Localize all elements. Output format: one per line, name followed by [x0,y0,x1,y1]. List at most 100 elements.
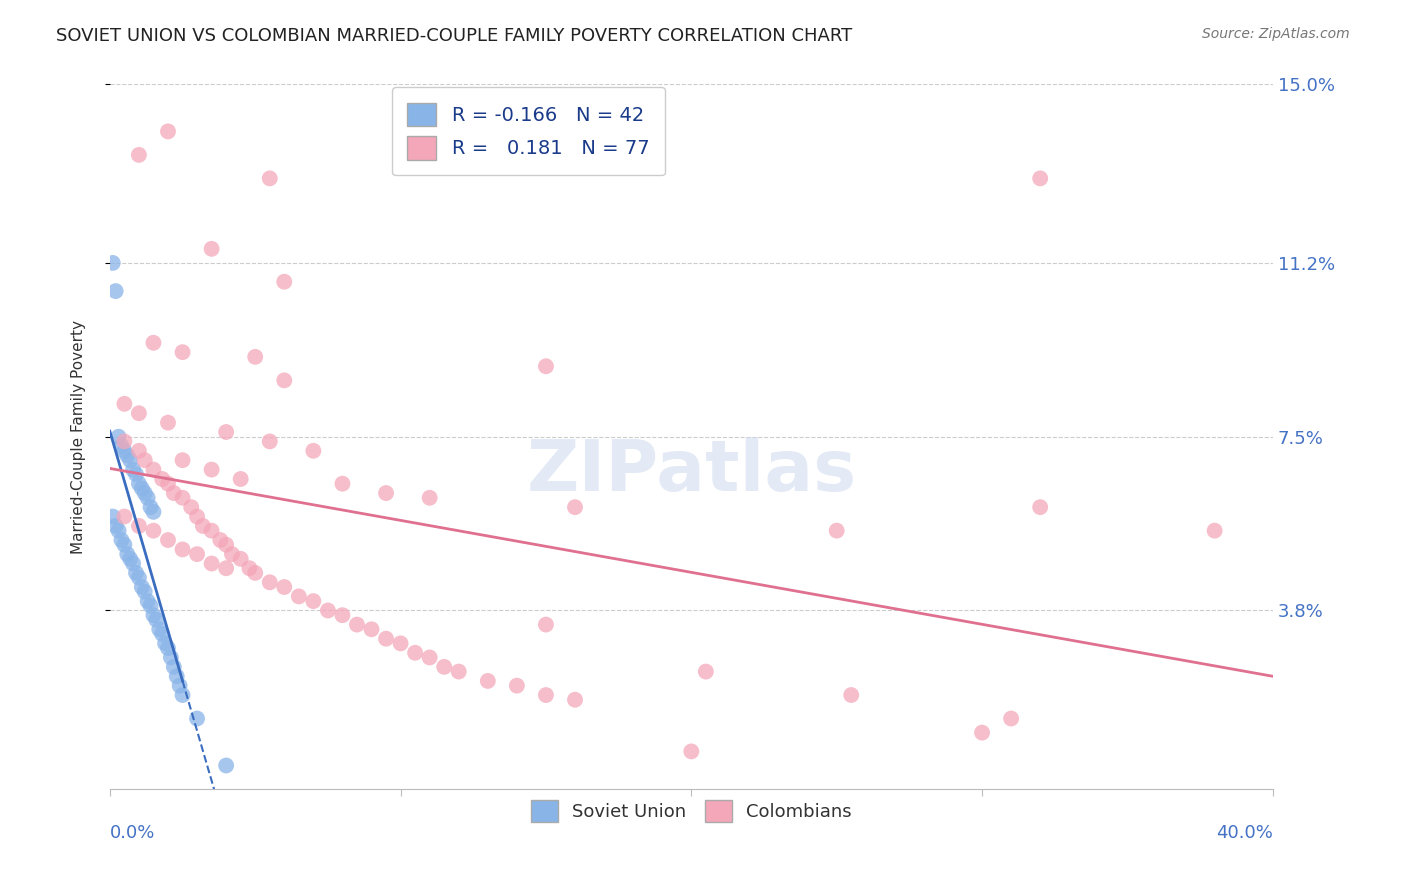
Point [117,547,139,561]
Point [419,491,441,505]
Point [288,590,311,604]
Legend: Soviet Union, Colombians: Soviet Union, Colombians [523,793,859,830]
Point [112,434,135,449]
Point [136,491,159,505]
Point [221,547,243,561]
Point [112,538,135,552]
Point [332,476,354,491]
Point [139,500,162,515]
Point [238,561,260,575]
Point [142,608,165,623]
Point [201,242,224,256]
Point [131,580,153,594]
Text: ZIPatlas: ZIPatlas [526,437,856,507]
Point [209,533,232,547]
Point [404,646,426,660]
Point [139,599,162,613]
Point [1000,712,1022,726]
Point [186,547,208,561]
Point [564,692,586,706]
Point [101,256,124,270]
Point [191,519,214,533]
Point [156,533,179,547]
Text: 0.0%: 0.0% [110,824,155,842]
Point [477,673,499,688]
Point [564,500,586,515]
Point [128,571,150,585]
Point [120,453,142,467]
Point [153,636,176,650]
Point [125,467,148,482]
Point [150,627,173,641]
Point [332,608,354,623]
Point [273,580,295,594]
Point [346,617,368,632]
Point [134,486,156,500]
Point [1204,524,1226,538]
Point [215,561,238,575]
Y-axis label: Married-Couple Family Poverty: Married-Couple Family Poverty [72,319,86,554]
Point [229,472,252,486]
Text: Source: ZipAtlas.com: Source: ZipAtlas.com [1202,27,1350,41]
Point [186,712,208,726]
Point [156,124,179,138]
Point [107,430,129,444]
Point [128,406,150,420]
Point [128,148,150,162]
Point [389,636,412,650]
Point [419,650,441,665]
Point [142,524,165,538]
Point [169,679,191,693]
Point [695,665,717,679]
Point [433,660,456,674]
Point [172,542,194,557]
Point [128,443,150,458]
Point [117,449,139,463]
Text: 40.0%: 40.0% [1216,824,1272,842]
Point [166,669,188,683]
Point [128,519,150,533]
Point [839,688,862,702]
Point [134,584,156,599]
Point [148,622,170,636]
Point [104,284,127,298]
Point [172,345,194,359]
Point [186,509,208,524]
Point [120,551,142,566]
Point [112,443,135,458]
Point [142,335,165,350]
Point [229,551,252,566]
Point [1029,500,1052,515]
Point [156,416,179,430]
Point [534,359,557,374]
Point [160,650,183,665]
Point [316,603,339,617]
Point [134,453,156,467]
Point [156,641,179,656]
Point [163,660,186,674]
Point [215,425,238,439]
Point [534,617,557,632]
Point [172,491,194,505]
Point [506,679,529,693]
Point [215,758,238,772]
Point [245,350,267,364]
Point [375,632,398,646]
Point [273,275,295,289]
Point [150,472,173,486]
Point [245,566,267,580]
Point [172,453,194,467]
Point [201,557,224,571]
Point [107,524,129,538]
Point [136,594,159,608]
Point [389,148,412,162]
Point [128,476,150,491]
Point [360,622,382,636]
Point [142,462,165,476]
Point [534,688,557,702]
Point [215,538,238,552]
Point [825,524,848,538]
Point [163,486,186,500]
Point [201,462,224,476]
Point [259,434,281,449]
